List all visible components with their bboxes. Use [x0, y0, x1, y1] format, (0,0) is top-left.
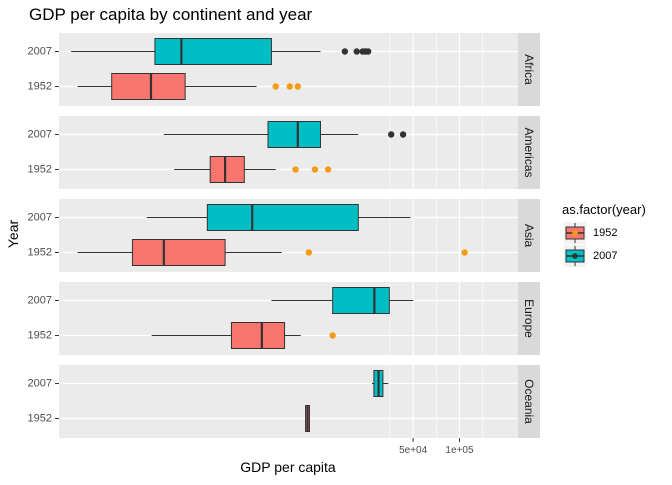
facet-strip: [518, 365, 540, 438]
outlier-point: [461, 249, 468, 256]
box-2007: [146, 204, 411, 231]
outlier-point: [399, 131, 407, 138]
facet-strip: [518, 33, 540, 106]
legend-key-1952: 1952: [564, 222, 617, 244]
box-iqr: [209, 156, 245, 183]
facet-panel-asia: Asia 2007 1952: [28, 199, 540, 272]
box-1952: [77, 73, 301, 100]
facet-strip-label: Africa: [522, 54, 536, 85]
box-2007: [71, 38, 372, 65]
box-1952: [305, 405, 310, 432]
box-2007: [371, 370, 389, 397]
box-iqr: [332, 287, 390, 314]
outlier-point: [305, 249, 313, 256]
outlier-point: [329, 332, 336, 339]
outlier-point: [292, 166, 299, 173]
panel-background: [59, 282, 518, 355]
facet-panel-americas: Americas 2007 1952: [28, 116, 540, 189]
y-tick-label: 1952: [28, 413, 52, 425]
y-tick-label: 2007: [28, 378, 52, 390]
outlier-point: [353, 48, 360, 55]
legend-point: [572, 230, 578, 236]
box-2007: [271, 287, 414, 314]
y-tick-label: 1952: [28, 247, 52, 259]
x-tick-label: 1e+05: [445, 445, 474, 456]
box-1952: [151, 322, 336, 349]
y-tick-label: 2007: [28, 46, 52, 58]
box-iqr: [131, 239, 226, 266]
x-axis-title: GDP per capita: [240, 459, 336, 475]
box-iqr: [267, 121, 321, 148]
y-tick-label: 1952: [28, 330, 52, 342]
y-tick-label: 1952: [28, 164, 52, 176]
legend-point: [572, 253, 578, 259]
facet-strip: [518, 116, 540, 189]
facet-strip-label: Oceania: [522, 379, 536, 424]
box-1952: [174, 156, 332, 183]
outlier-point: [286, 83, 294, 90]
outlier-point: [294, 83, 301, 90]
x-axis: 5e+04 1e+05: [399, 438, 474, 456]
y-axis-title: Year: [5, 220, 21, 249]
outlier-point: [311, 166, 319, 173]
y-tick-label: 2007: [28, 212, 52, 224]
box-iqr: [111, 73, 186, 100]
facet-strip-label: Asia: [522, 224, 536, 248]
legend-label: 2007: [593, 250, 617, 262]
chart-title: GDP per capita by continent and year: [29, 5, 313, 24]
panel-background: [59, 365, 518, 438]
legend-title: as.factor(year): [562, 202, 646, 217]
y-tick-label: 2007: [28, 295, 52, 307]
facet-strip-label: Europe: [522, 299, 536, 338]
x-tick-label: 5e+04: [399, 445, 428, 456]
outlier-point: [364, 48, 372, 55]
box-2007: [163, 121, 407, 148]
legend-label: 1952: [593, 227, 617, 239]
legend: as.factor(year) 1952 2007: [562, 202, 646, 267]
facet-strip: [518, 199, 540, 272]
box-iqr: [154, 38, 272, 65]
y-tick-label: 2007: [28, 129, 52, 141]
facet-panels: Africa 2007 1952 Americas 2007 1952 Asia 2007 19…: [28, 33, 540, 456]
facet-panel-europe: Europe 2007 1952: [28, 282, 540, 355]
box-iqr: [230, 322, 286, 349]
facet-panel-oceania: Oceania 2007 1952: [28, 365, 540, 438]
outlier-point: [272, 83, 279, 90]
box-1952: [77, 239, 468, 266]
facet-strip-label: Americas: [522, 127, 536, 177]
legend-key-2007: 2007: [564, 245, 617, 267]
outlier-point: [387, 131, 395, 138]
facet-strip: [518, 282, 540, 355]
outlier-point: [341, 48, 349, 55]
y-tick-label: 1952: [28, 81, 52, 93]
facet-panel-africa: Africa 2007 1952: [28, 33, 540, 106]
box-iqr: [206, 204, 359, 231]
outlier-point: [324, 166, 332, 173]
